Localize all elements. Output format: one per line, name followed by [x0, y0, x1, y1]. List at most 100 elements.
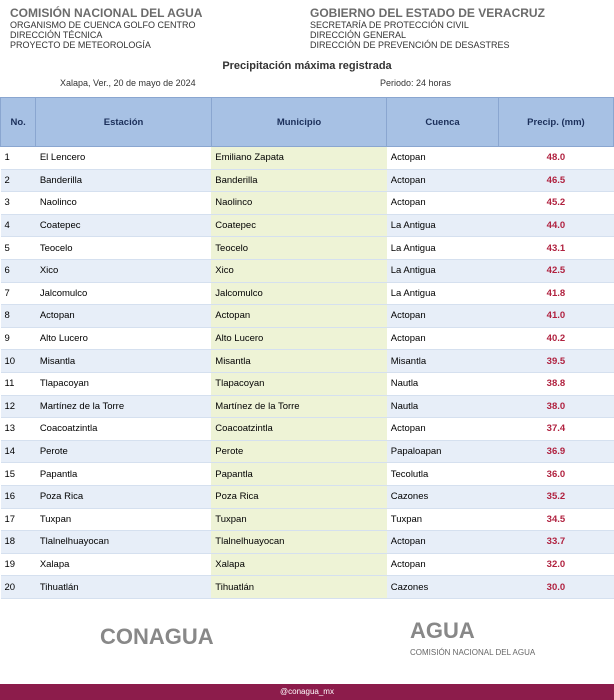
cell: Papantla — [35, 462, 212, 486]
cell: Papaloapan — [386, 440, 499, 464]
cell: Tlalnelhuayocan — [35, 530, 212, 554]
date: Xalapa, Ver., 20 de mayo de 2024 — [60, 78, 196, 88]
cell: Banderilla — [211, 169, 387, 193]
cell: Misantla — [35, 349, 212, 373]
row: 1 El Lencero Emiliano Zapata Actopan 48.0 — [0, 146, 614, 170]
cell: 41.0 — [498, 304, 614, 328]
cell: 40.2 — [498, 327, 614, 351]
cell: 18 — [0, 530, 36, 554]
row: 6 Xico Xico La Antigua 42.5 — [0, 259, 614, 283]
cell: Actopan — [35, 304, 212, 328]
cell: 36.0 — [498, 462, 614, 486]
header-line: DIRECCIÓN GENERAL — [310, 30, 407, 40]
row: 9 Alto Lucero Alto Lucero Actopan 40.2 — [0, 327, 614, 351]
cell: 41.8 — [498, 282, 614, 306]
cell: 1 — [0, 146, 36, 170]
cell: Emiliano Zapata — [211, 146, 387, 170]
cell: Perote — [35, 440, 212, 464]
cell: La Antigua — [386, 214, 499, 238]
table: No. Estación Municipio Cuenca Precip. (mm) 1 E… — [0, 97, 614, 599]
row: 17 Tuxpan Tuxpan Tuxpan 34.5 — [0, 508, 614, 532]
cell: Xico — [211, 259, 387, 283]
cell: Tuxpan — [35, 508, 212, 532]
cell: 30.0 — [498, 575, 614, 599]
cell: La Antigua — [386, 282, 499, 306]
cell: Nautla — [386, 395, 499, 419]
cell: Actopan — [386, 146, 499, 170]
cell: 20 — [0, 575, 36, 599]
header-line: DIRECCIÓN DE PREVENCIÓN DE DESASTRES — [310, 40, 510, 50]
row: 15 Papantla Papantla Tecolutla 36.0 — [0, 462, 614, 486]
cell: Jalcomulco — [211, 282, 387, 306]
cell: Alto Lucero — [35, 327, 212, 351]
cell: 14 — [0, 440, 36, 464]
row: 18 Tlalnelhuayocan Tlalnelhuayocan Actopan 3… — [0, 530, 614, 554]
cell: 13 — [0, 417, 36, 441]
cell: 39.5 — [498, 349, 614, 373]
cell: Actopan — [211, 304, 387, 328]
row: 10 Misantla Misantla Misantla 39.5 — [0, 349, 614, 373]
cell: Nautla — [386, 372, 499, 396]
cell: Papantla — [211, 462, 387, 486]
row: 5 Teocelo Teocelo La Antigua 43.1 — [0, 236, 614, 260]
row: 2 Banderilla Banderilla Actopan 46.5 — [0, 169, 614, 193]
cell: Tlalnelhuayocan — [211, 530, 387, 554]
column-header: Cuenca — [386, 97, 499, 147]
cell: Teocelo — [35, 236, 212, 260]
row: 12 Martínez de la Torre Martínez de la Tor… — [0, 395, 614, 419]
cell: 2 — [0, 169, 36, 193]
cell: 19 — [0, 553, 36, 577]
cell: 33.7 — [498, 530, 614, 554]
cell: 5 — [0, 236, 36, 260]
cell: Cazones — [386, 575, 499, 599]
cell: Xico — [35, 259, 212, 283]
cell: Coatepec — [211, 214, 387, 238]
cell: Actopan — [386, 553, 499, 577]
cell: 34.5 — [498, 508, 614, 532]
cell: Coatepec — [35, 214, 212, 238]
cell: Martínez de la Torre — [35, 395, 212, 419]
cell: Naolinco — [211, 191, 387, 215]
cell: Actopan — [386, 191, 499, 215]
right-header: GOBIERNO DEL ESTADO DE VERACRUZ SECRETAR… — [310, 6, 610, 50]
row: 20 Tihuatlán Tihuatlán Cazones 30.0 — [0, 575, 614, 599]
cell: Naolinco — [35, 191, 212, 215]
row: 11 Tlapacoyan Tlapacoyan Nautla 38.8 — [0, 372, 614, 396]
row: 4 Coatepec Coatepec La Antigua 44.0 — [0, 214, 614, 238]
cell: Tlapacoyan — [211, 372, 387, 396]
cell: Actopan — [386, 417, 499, 441]
cell: Poza Rica — [211, 485, 387, 509]
cell: Alto Lucero — [211, 327, 387, 351]
column-header: Precip. (mm) — [497, 97, 614, 147]
cell: 8 — [0, 304, 36, 328]
cell: Coacoatzintla — [211, 417, 387, 441]
cell: 11 — [0, 372, 36, 396]
cell: 32.0 — [498, 553, 614, 577]
header-line: PROYECTO DE METEOROLOGÍA — [10, 40, 151, 50]
cell: Tihuatlán — [35, 575, 212, 599]
row: 19 Xalapa Xalapa Actopan 32.0 — [0, 553, 614, 577]
cell: 35.2 — [498, 485, 614, 509]
cell: Perote — [211, 440, 387, 464]
cell: Tlapacoyan — [35, 372, 212, 396]
cell: Teocelo — [211, 236, 387, 260]
cell: 37.4 — [498, 417, 614, 441]
cell: Tecolutla — [386, 462, 499, 486]
header-line: SECRETARÍA DE PROTECCIÓN CIVIL — [310, 20, 469, 30]
cell: 9 — [0, 327, 36, 351]
cell: Misantla — [211, 349, 387, 373]
cell: 3 — [0, 191, 36, 215]
cell: 4 — [0, 214, 36, 238]
row: 8 Actopan Actopan Actopan 41.0 — [0, 304, 614, 328]
cell: Cazones — [386, 485, 499, 509]
header-line: DIRECCIÓN TÉCNICA — [10, 30, 103, 40]
cell: Coacoatzintla — [35, 417, 212, 441]
left-header: COMISIÓN NACIONAL DEL AGUA ORGANISMO DE … — [10, 6, 280, 50]
cell: Actopan — [386, 530, 499, 554]
cell: Tuxpan — [211, 508, 387, 532]
row: 3 Naolinco Naolinco Actopan 45.2 — [0, 191, 614, 215]
cell: Actopan — [386, 304, 499, 328]
cell: El Lencero — [35, 146, 212, 170]
row: 7 Jalcomulco Jalcomulco La Antigua 41.8 — [0, 282, 614, 306]
